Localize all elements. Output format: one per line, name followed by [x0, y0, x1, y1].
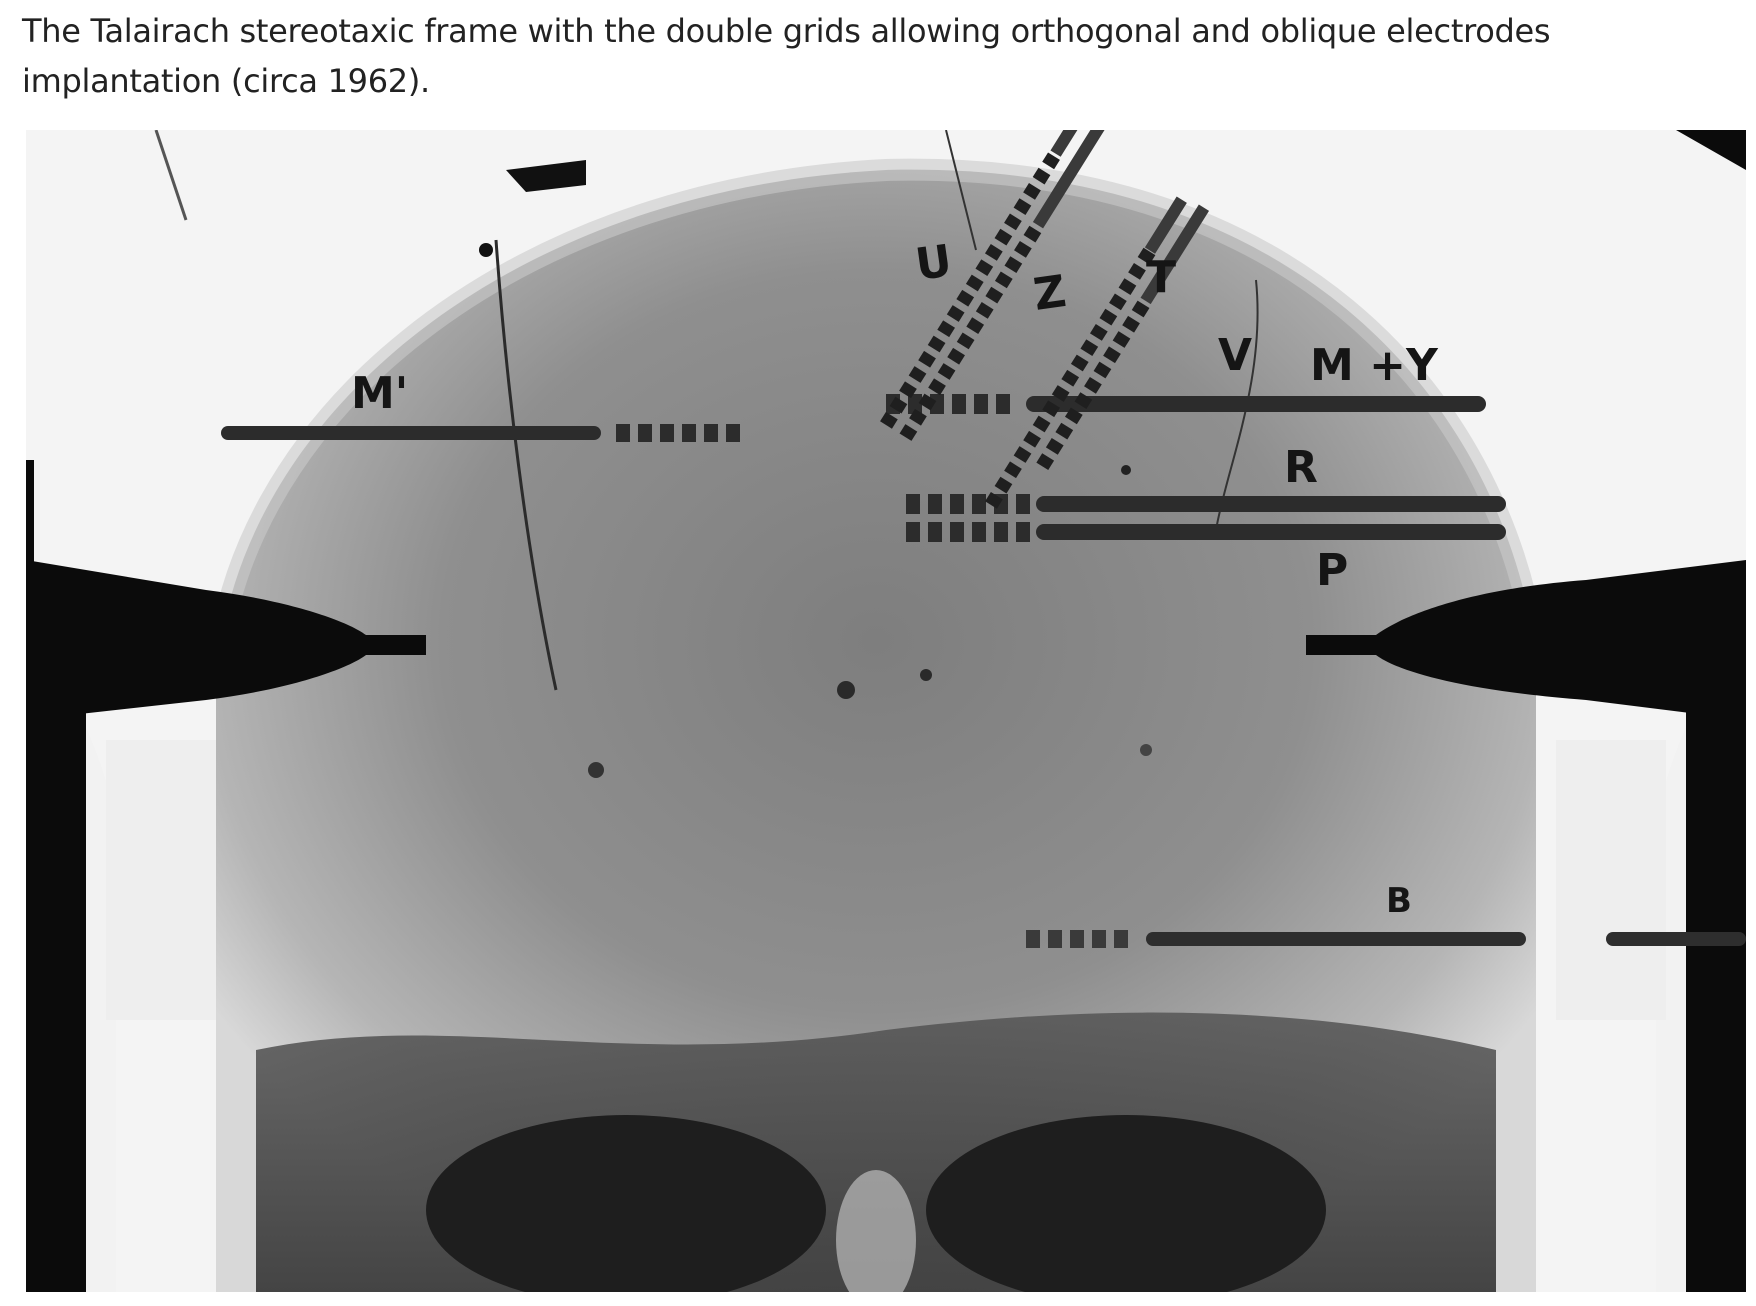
xray-photograph: M' U Z T V M +Y R P B [26, 130, 1746, 1292]
label-m-prime: M' [351, 368, 408, 419]
label-v: V [1218, 330, 1252, 381]
label-p: P [1316, 545, 1348, 596]
label-z: Z [1030, 266, 1069, 321]
label-r: R [1284, 442, 1318, 493]
skull-xray-image: M' U Z T V M +Y R P B [26, 130, 1746, 1292]
label-t: T [1146, 252, 1176, 303]
label-u: U [912, 235, 954, 290]
label-m-y: M +Y [1310, 340, 1439, 391]
label-b: B [1386, 881, 1412, 921]
figure-caption: The Talairach stereotaxic frame with the… [22, 12, 1551, 100]
